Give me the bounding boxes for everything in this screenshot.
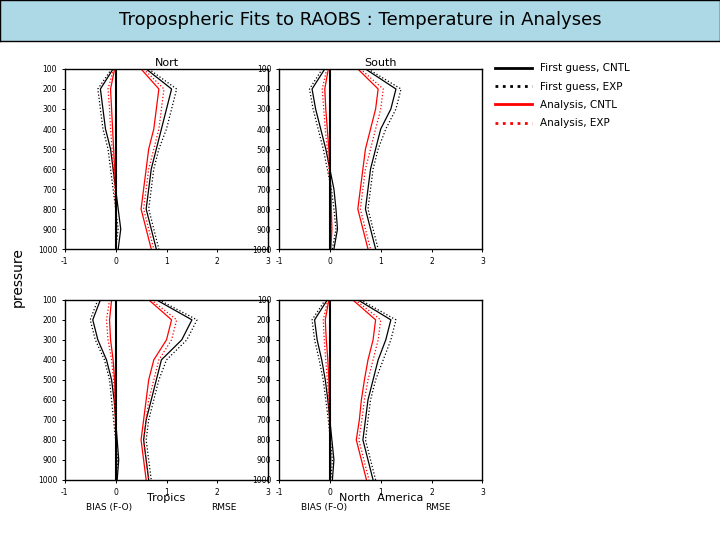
Title: Nort: Nort: [154, 58, 179, 68]
Text: RMSE: RMSE: [425, 503, 450, 512]
Legend: First guess, CNTL, First guess, EXP, Analysis, CNTL, Analysis, EXP: First guess, CNTL, First guess, EXP, Ana…: [491, 59, 634, 132]
Text: Tropics: Tropics: [148, 492, 186, 503]
Text: North  America: North America: [338, 492, 423, 503]
Text: BIAS (F-O): BIAS (F-O): [301, 503, 347, 512]
Title: South: South: [364, 58, 397, 68]
Text: Tropospheric Fits to RAOBS : Temperature in Analyses: Tropospheric Fits to RAOBS : Temperature…: [119, 11, 601, 29]
Text: BIAS (F-O): BIAS (F-O): [86, 503, 132, 512]
Text: RMSE: RMSE: [211, 503, 236, 512]
Text: pressure: pressure: [11, 247, 25, 307]
